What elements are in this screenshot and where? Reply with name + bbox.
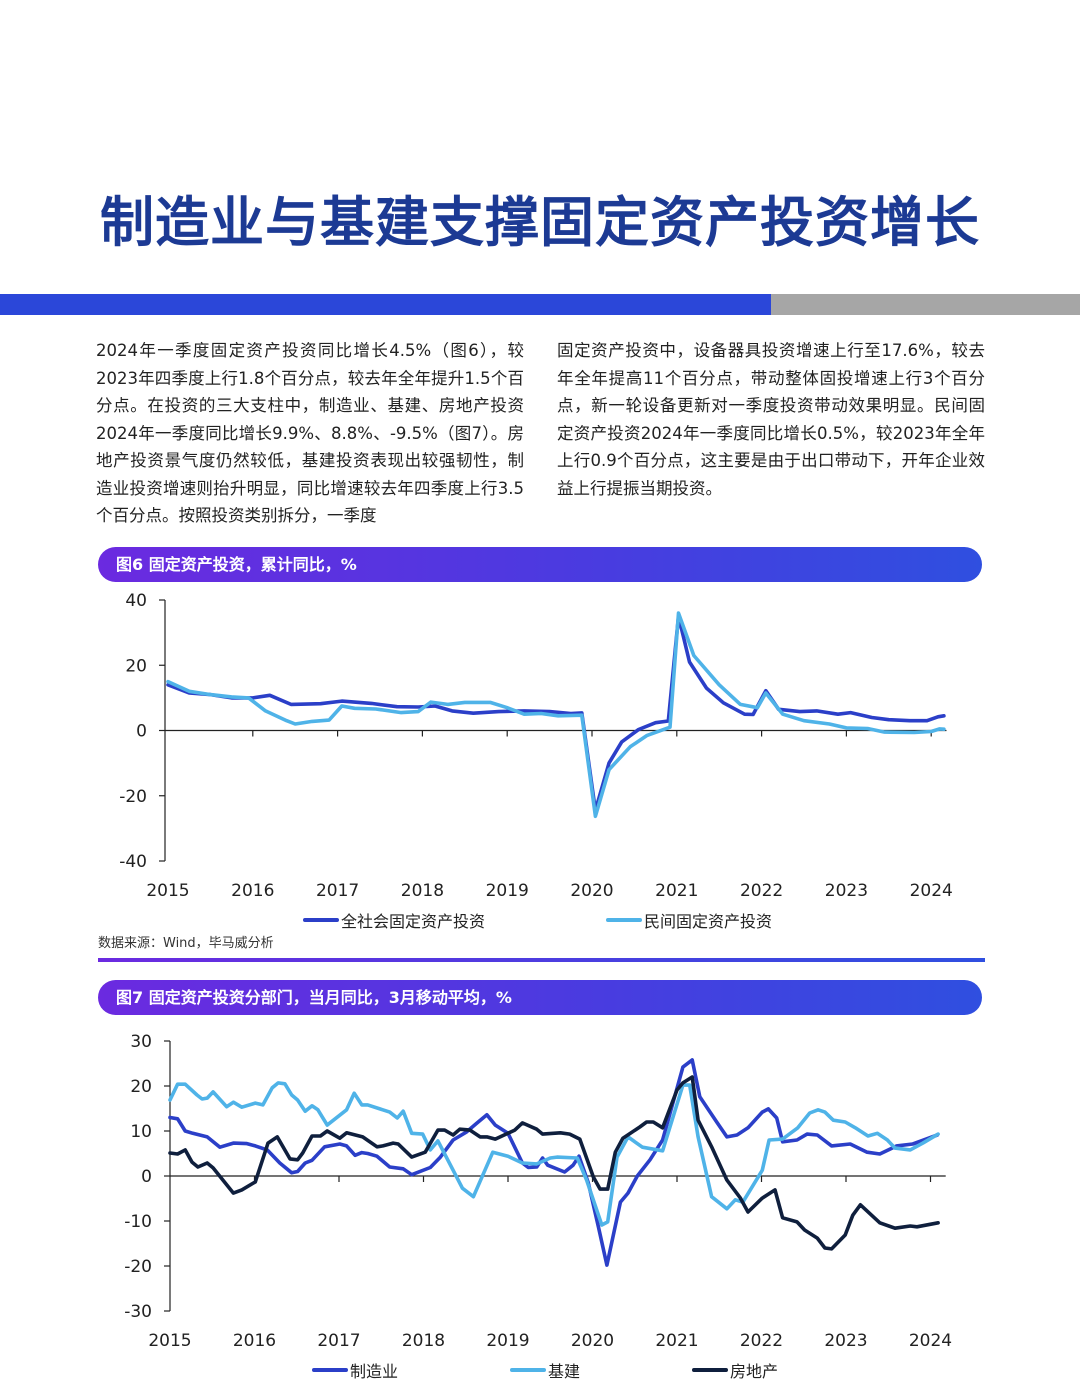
x-tick-label: 2017	[317, 1331, 360, 1351]
x-tick-label: 2018	[402, 1331, 445, 1351]
x-tick-label: 2021	[655, 881, 698, 901]
x-tick-label: 2016	[233, 1331, 276, 1351]
y-tick-label: -40	[119, 852, 147, 872]
x-tick-label: 2024	[909, 1331, 952, 1351]
series-line-1	[166, 614, 946, 813]
legend-label: 房地产	[730, 1362, 779, 1381]
y-tick-label: 10	[130, 1122, 152, 1142]
y-tick-label: 0	[141, 1167, 152, 1187]
y-tick-label: -10	[124, 1212, 152, 1232]
header-band-blue	[0, 294, 771, 315]
y-tick-label: 20	[125, 656, 147, 676]
series-line-1	[168, 1058, 940, 1267]
x-tick-label: 2019	[486, 881, 529, 901]
x-tick-label: 2020	[571, 1331, 614, 1351]
figure-7-chart: 30 20 10 0 -10 -20 -30 2015 2016 2017 2018 2019 2020…	[124, 1032, 952, 1351]
x-tick-label: 2015	[148, 1331, 191, 1351]
y-tick-label: -30	[124, 1302, 152, 1322]
legend-item-total: 全社会固定资产投资	[303, 908, 485, 932]
x-tick-label: 2021	[655, 1331, 698, 1351]
x-tick-label: 2018	[401, 881, 444, 901]
legend-label: 民间固定资产投资	[644, 912, 773, 931]
legend-item-manufacturing: 制造业	[312, 1358, 398, 1382]
x-tick-label: 2022	[740, 1331, 783, 1351]
y-tick-label: 20	[130, 1077, 152, 1097]
legend-item-private: 民间固定资产投资	[606, 908, 772, 932]
legend-item-real-estate: 房地产	[692, 1358, 778, 1382]
x-tick-label: 2024	[910, 881, 953, 901]
section-divider	[98, 958, 985, 962]
page-title: 制造业与基建支撑固定资产投资增长	[100, 191, 980, 254]
legend-label: 基建	[548, 1362, 581, 1381]
y-tick-label: 40	[125, 591, 147, 611]
x-tick-label: 2015	[146, 881, 189, 901]
x-tick-label: 2023	[824, 1331, 867, 1351]
y-tick-label: 0	[136, 722, 147, 742]
data-source-note: 数据来源：Wind，毕马威分析	[98, 936, 274, 951]
legend-swatch	[510, 1368, 546, 1372]
legend-swatch	[303, 918, 339, 922]
figure-6-chart: 40 20 0 -20 -40 2015 2016 2017 2018 2019 2020 2021 2…	[119, 591, 953, 901]
y-tick-label: 30	[130, 1032, 152, 1052]
legend-swatch	[312, 1368, 348, 1372]
figure-7-header: 图7 固定资产投资分部门，当月同比，3月移动平均，%	[98, 980, 982, 1015]
body-paragraph-right: 固定资产投资中，设备器具投资增速上行至17.6%，较去年全年提高11个百分点，带…	[557, 341, 985, 498]
legend-label: 全社会固定资产投资	[341, 912, 486, 931]
series-line-2	[166, 611, 946, 819]
series-line-2	[168, 1081, 940, 1227]
series-line-3	[168, 1075, 940, 1251]
x-tick-label: 2023	[825, 881, 868, 901]
legend-label: 制造业	[350, 1362, 399, 1381]
y-tick-label: -20	[124, 1257, 152, 1277]
x-tick-label: 2017	[316, 881, 359, 901]
legend-swatch	[692, 1368, 728, 1372]
x-tick-label: 2020	[570, 881, 613, 901]
legend-item-infrastructure: 基建	[510, 1358, 580, 1382]
header-band-grey	[771, 294, 1080, 315]
y-tick-label: -20	[119, 787, 147, 807]
body-paragraph-left: 2024年一季度固定资产投资同比增长4.5%（图6），较2023年四季度上行1.…	[96, 341, 524, 525]
legend-swatch	[606, 918, 642, 922]
figure-6-header: 图6 固定资产投资，累计同比，%	[98, 547, 982, 582]
x-tick-label: 2016	[231, 881, 274, 901]
x-tick-label: 2019	[486, 1331, 529, 1351]
x-tick-label: 2022	[740, 881, 783, 901]
